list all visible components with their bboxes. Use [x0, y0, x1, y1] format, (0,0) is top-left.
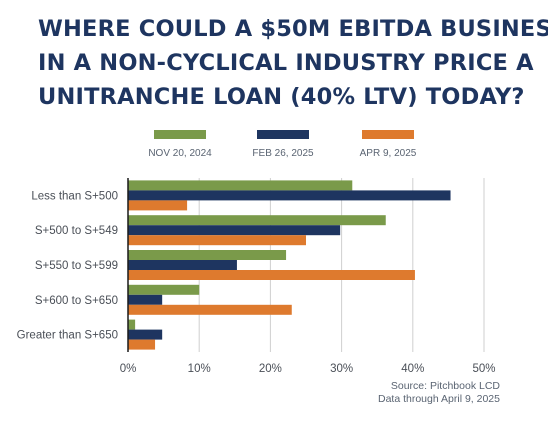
bar: [128, 250, 287, 260]
source-line-2: Data through April 9, 2025: [377, 393, 500, 405]
source-note: Source: Pitchbook LCD Data through April…: [378, 380, 500, 406]
bar: [128, 270, 415, 280]
x-tick-label: 20%: [259, 363, 282, 375]
legend-label: FEB 26, 2025: [252, 148, 314, 159]
x-tick-label: 40%: [401, 363, 424, 375]
source-line-1: Source: Pitchbook LCD: [390, 380, 500, 392]
legend-label: APR 9, 2025: [360, 148, 417, 159]
bar: [128, 200, 188, 211]
bar: [128, 304, 292, 315]
legend-swatch: [154, 130, 206, 139]
bar: [128, 284, 200, 295]
legend-swatch: [362, 130, 414, 139]
bar: [128, 215, 386, 226]
x-tick-label: 10%: [188, 363, 211, 375]
bar: [128, 294, 163, 305]
legend-swatch: [257, 130, 309, 139]
bar: [128, 190, 451, 201]
legend-label: NOV 20, 2024: [148, 148, 212, 159]
category-label: Greater than S+650: [17, 330, 118, 342]
category-label: S+600 to S+650: [35, 295, 118, 307]
bar: [128, 339, 156, 350]
category-label: S+550 to S+599: [35, 260, 118, 272]
bar: [128, 225, 341, 236]
bar: [128, 235, 306, 246]
category-label: S+500 to S+549: [35, 225, 118, 237]
bar: [128, 319, 136, 330]
bar: [128, 260, 237, 270]
chart-title: WHERE COULD A $50M EBITDA BUSINESS IN A …: [38, 12, 548, 114]
x-tick-label: 30%: [330, 363, 353, 375]
bar: [128, 329, 163, 340]
chart-title-line-2: IN A NON-CYCLICAL INDUSTRY PRICE A: [38, 50, 534, 76]
x-tick-label: 0%: [120, 363, 137, 375]
category-label: Less than S+500: [31, 190, 118, 202]
bar: [128, 180, 353, 191]
x-tick-label: 50%: [472, 363, 495, 375]
chart-title-line-3: UNITRANCHE LOAN (40% LTV) TODAY?: [38, 84, 525, 110]
chart-title-line-1: WHERE COULD A $50M EBITDA BUSINESS: [38, 16, 548, 42]
